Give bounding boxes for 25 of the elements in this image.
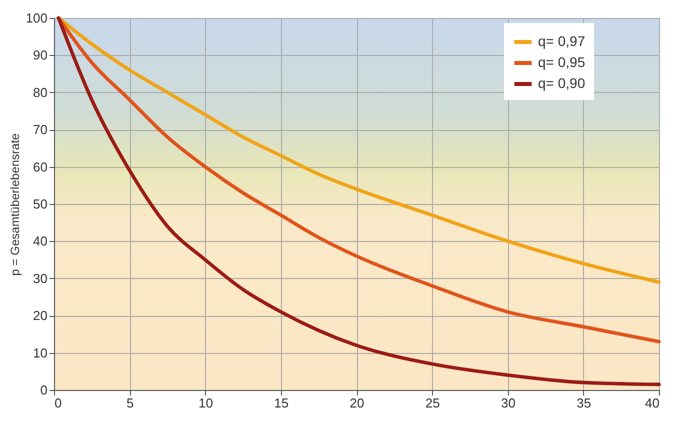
- y-tick-label: 30: [33, 270, 48, 286]
- y-tick-label: 20: [33, 308, 48, 324]
- x-tick-label: 35: [576, 396, 592, 410]
- y-tick-label: 0: [40, 382, 48, 398]
- y-tick-label: 70: [33, 122, 48, 138]
- y-tick-label: 40: [33, 234, 48, 249]
- y-tick-label: 10: [33, 345, 48, 360]
- x-tick-label: 0: [54, 396, 62, 410]
- y-tick-label: 90: [33, 48, 48, 63]
- y-tick-label: 100: [26, 10, 48, 26]
- y-tick-label: 60: [33, 159, 48, 174]
- line-series: [56, 16, 661, 284]
- x-tick-label: 20: [350, 396, 364, 410]
- x-tick-label: 40: [645, 396, 660, 410]
- x-tick-label: 10: [198, 396, 213, 410]
- legend-label: q= 0,97: [538, 33, 586, 49]
- x-tick-label: 15: [274, 396, 289, 410]
- legend-label: q= 0,90: [538, 75, 586, 91]
- x-tick-label: 5: [126, 396, 134, 410]
- x-tick-label: 25: [425, 396, 440, 410]
- legend-label: q= 0,95: [538, 54, 586, 70]
- x-tick-label: 30: [501, 396, 516, 410]
- y-axis-title: p = Gesamtüberlebensrate: [8, 132, 22, 276]
- y-tick-label: 50: [33, 196, 48, 212]
- y-tick-label: 80: [33, 84, 48, 100]
